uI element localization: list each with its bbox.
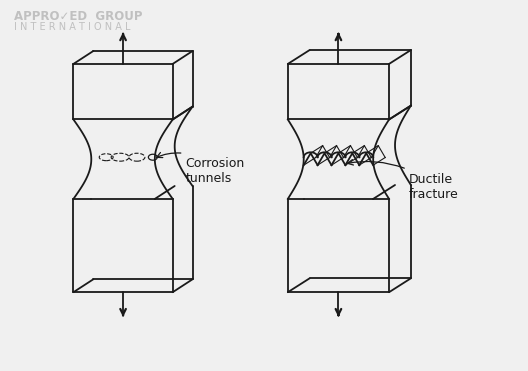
Text: I N T E R N A T I O N A L: I N T E R N A T I O N A L — [14, 22, 130, 32]
Text: APPRO✓ED  GROUP: APPRO✓ED GROUP — [14, 10, 143, 23]
Text: Ductile
fracture: Ductile fracture — [409, 173, 459, 201]
Text: Corrosion
tunnels: Corrosion tunnels — [185, 157, 245, 185]
Ellipse shape — [148, 154, 157, 160]
